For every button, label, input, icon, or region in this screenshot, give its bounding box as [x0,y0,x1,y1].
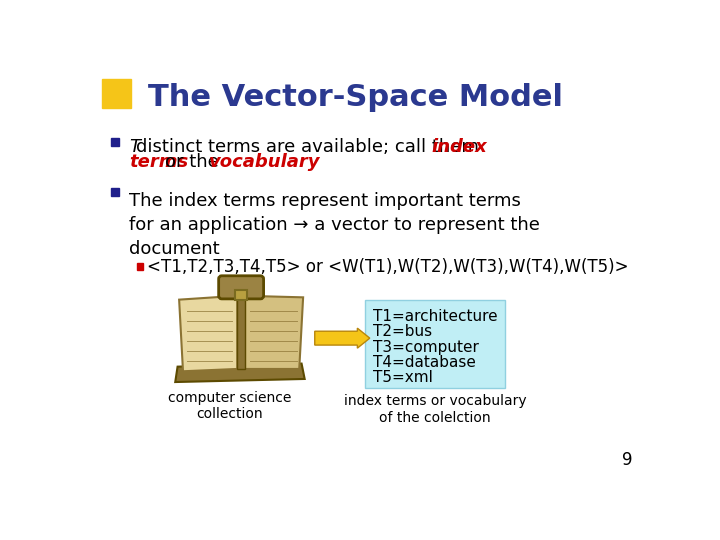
Text: 9: 9 [622,451,632,469]
Bar [137,264,143,269]
Text: T2=bus: T2=bus [373,325,432,339]
Text: T1=architecture: T1=architecture [373,309,498,324]
Bar [111,188,119,195]
Bar [235,289,248,300]
Bar [365,300,505,388]
Text: T4=database: T4=database [373,355,476,370]
Text: The Vector-Space Model: The Vector-Space Model [148,83,563,112]
Bar [111,138,119,146]
Text: vocabulary: vocabulary [209,153,320,171]
Polygon shape [175,363,305,382]
FancyBboxPatch shape [219,276,264,299]
Polygon shape [245,296,303,369]
FancyArrow shape [315,328,370,348]
Text: terms: terms [129,153,188,171]
Text: distinct terms are available; call them: distinct terms are available; call them [137,138,480,156]
Bar [102,79,131,108]
Text: T: T [129,138,140,156]
Text: computer science
collection: computer science collection [168,390,291,421]
Polygon shape [238,296,245,369]
Text: or the: or the [165,153,219,171]
Text: T3=computer: T3=computer [373,340,479,355]
Text: The index terms represent important terms
for an application → a vector to repre: The index terms represent important term… [129,192,539,259]
Polygon shape [179,296,238,372]
Text: T5=xml: T5=xml [373,370,433,386]
Text: index: index [431,138,487,156]
Text: <T1,T2,T3,T4,T5> or <W(T1),W(T2),W(T3),W(T4),W(T5)>: <T1,T2,T3,T4,T5> or <W(T1),W(T2),W(T3),W… [148,258,629,275]
Text: index terms or vocabulary
of the colelction: index terms or vocabulary of the colelct… [343,394,526,424]
